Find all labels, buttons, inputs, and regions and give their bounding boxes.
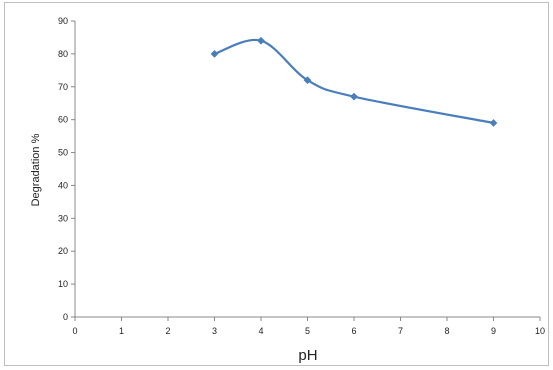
axes — [71, 20, 541, 321]
y-tick-label: 0 — [63, 312, 68, 322]
y-tick-label: 80 — [58, 49, 68, 59]
data-point-marker — [350, 92, 358, 101]
x-tick-label: 5 — [305, 326, 310, 336]
x-tick-label: 1 — [119, 326, 124, 336]
y-tick-label: 70 — [58, 82, 68, 92]
x-tick-label: 9 — [491, 326, 496, 336]
x-axis-title: pH — [298, 347, 317, 364]
chart-frame — [4, 2, 549, 366]
x-tick-label: 10 — [535, 326, 545, 336]
y-tick-label: 10 — [58, 279, 68, 289]
y-tick-label: 60 — [58, 115, 68, 125]
x-tick-label: 6 — [351, 326, 356, 336]
x-tick-label: 8 — [444, 326, 449, 336]
y-tick-label: 40 — [58, 180, 68, 190]
y-axis-title: Degradation % — [30, 133, 42, 206]
x-tick-label: 4 — [258, 326, 263, 336]
data-point-marker — [303, 76, 312, 85]
x-tick-label: 7 — [398, 326, 403, 336]
y-tick-label: 50 — [58, 148, 68, 158]
y-tick-label: 90 — [58, 16, 68, 26]
data-point-marker — [257, 36, 265, 45]
y-tick-label: 20 — [58, 246, 68, 256]
x-tick-label: 3 — [212, 326, 217, 336]
y-tick-label: 30 — [58, 213, 68, 223]
data-point-marker — [210, 49, 219, 58]
data-point-marker — [489, 119, 498, 127]
x-tick-label: 0 — [72, 326, 77, 336]
series-line — [214, 38, 494, 125]
tick-labels: 0 10 20 30 40 50 60 70 80 90 0 1 2 3 4 5 6 7 8 9 10 — [58, 16, 545, 336]
data-series — [210, 36, 498, 127]
x-tick-label: 2 — [165, 326, 170, 336]
